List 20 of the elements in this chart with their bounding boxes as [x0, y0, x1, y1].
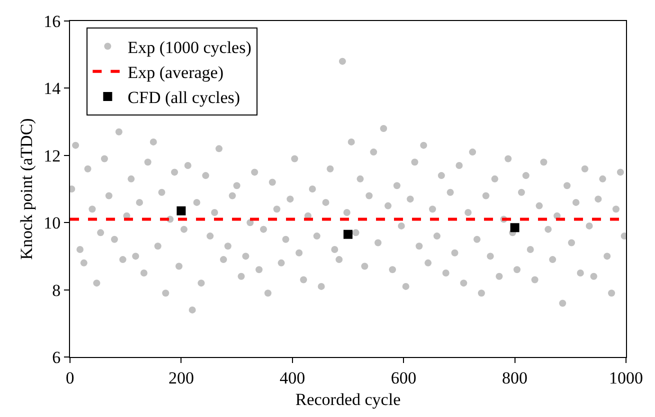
x-tick-label: 600 — [390, 368, 416, 388]
x-tick-label: 0 — [66, 368, 74, 388]
x-tick-label: 1000 — [609, 368, 643, 388]
point — [510, 223, 520, 232]
legend-label: Exp (average) — [128, 63, 224, 82]
point — [344, 230, 352, 239]
y-tick-label: 6 — [52, 348, 61, 367]
y-tick-label: 8 — [52, 280, 61, 300]
y-axis-title: Knock point (aTDC) — [17, 118, 36, 260]
x-tick-label: 400 — [280, 368, 306, 388]
x-axis-title: Recorded cycle — [295, 390, 401, 409]
point — [176, 206, 186, 216]
y-tick-label: 14 — [44, 79, 62, 98]
legend-label: Exp (1000 cycles) — [128, 38, 252, 57]
y-tick-label: 16 — [44, 12, 61, 31]
x-tick-label: 200 — [168, 368, 194, 388]
y-tick-label: 12 — [44, 146, 61, 166]
y-tick-label: 10 — [44, 214, 61, 233]
x-tick-label: 800 — [502, 368, 528, 388]
legend-label: CFD (all cycles) — [128, 88, 240, 108]
